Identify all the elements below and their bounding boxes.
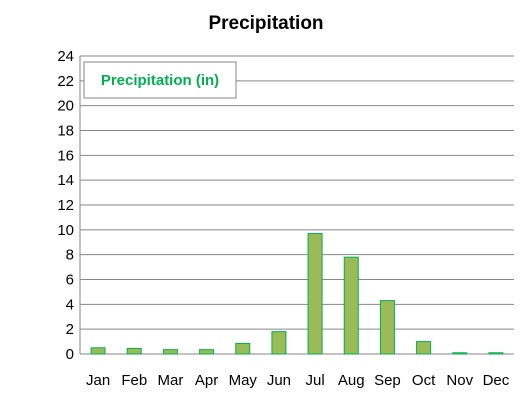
bar-aug [343, 256, 359, 355]
x-tick-label: Feb [121, 372, 147, 389]
gridlines [80, 55, 514, 355]
x-tick-label: Sep [374, 372, 401, 389]
x-tick-label: Nov [446, 372, 473, 389]
y-tick-label: 8 [66, 247, 74, 264]
y-tick-label: 24 [57, 48, 74, 65]
x-tick-label: Dec [483, 372, 510, 389]
x-tick-label: Jan [86, 372, 110, 389]
chart-title: Precipitation [208, 13, 323, 34]
legend-entry-precipitation: Precipitation (in) [101, 72, 219, 89]
x-tick-label: Jul [305, 372, 324, 389]
x-tick-label: Jun [267, 372, 291, 389]
bar-mar [162, 349, 178, 355]
x-tick-labels: Jan Feb Mar Apr May Jun Jul Aug Sep Oct Nov Dec [86, 372, 510, 389]
y-tick-label: 2 [66, 321, 74, 338]
bar-oct [416, 341, 432, 355]
y-tick-label: 20 [57, 98, 74, 115]
bar-dec [488, 352, 504, 355]
bar-may [235, 342, 251, 355]
y-tick-label: 14 [57, 172, 74, 189]
y-tick-label: 18 [57, 123, 74, 140]
bar-nov [452, 352, 468, 355]
y-tick-label: 12 [57, 197, 74, 214]
y-tick-label: 10 [57, 222, 74, 239]
y-tick-label: 16 [57, 147, 74, 164]
bar-jun [271, 331, 287, 355]
bars [90, 233, 504, 355]
bar-apr [199, 349, 215, 355]
y-tick-label: 6 [66, 272, 74, 289]
y-tick-label: 4 [66, 296, 74, 313]
x-tick-label: Aug [338, 372, 365, 389]
x-tick-label: Apr [195, 372, 218, 389]
x-tick-label: May [229, 372, 258, 389]
y-tick-label: 22 [57, 73, 74, 90]
y-tick-label: 0 [66, 346, 74, 363]
bar-jan [90, 347, 106, 355]
bar-sep [379, 300, 395, 355]
x-tick-label: Oct [412, 372, 436, 389]
legend-box [83, 61, 237, 99]
x-tick-label: Mar [157, 372, 183, 389]
legend: Precipitation (in) [83, 61, 237, 99]
bar-jul [307, 233, 323, 355]
bar-feb [126, 347, 142, 355]
